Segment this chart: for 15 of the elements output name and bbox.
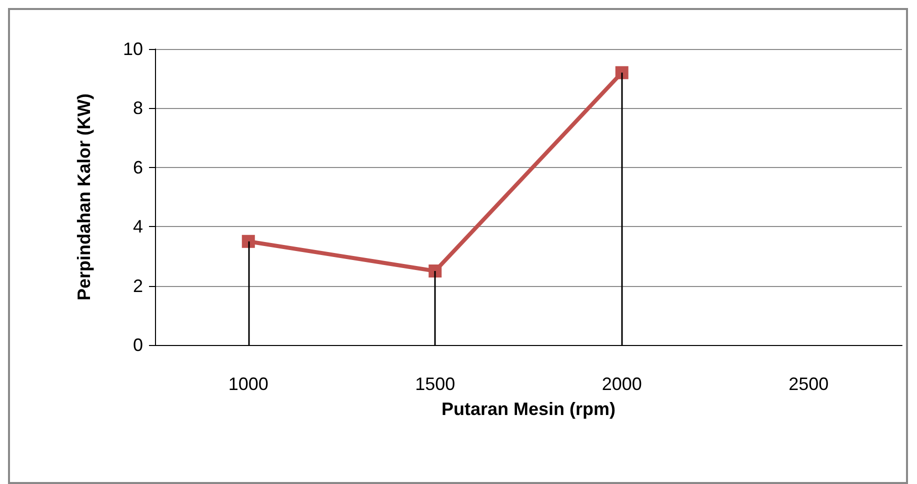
y-tick-label: 0 [132, 335, 143, 355]
x-axis-title: Putaran Mesin (rpm) [441, 399, 616, 419]
y-tick-label: 8 [132, 98, 143, 118]
point [242, 234, 255, 248]
y-tick-label: 4 [132, 216, 143, 237]
y-axis-title: Perpindahan Kalor (KW) [74, 93, 94, 301]
x-tick-label: 1500 [415, 374, 456, 394]
point [428, 264, 442, 278]
y-tick-label: 2 [132, 276, 143, 296]
y-tick-label: 6 [132, 157, 143, 178]
point [615, 66, 628, 80]
x-tick-label: 1000 [228, 374, 268, 394]
x-tick-label: 2500 [788, 374, 829, 394]
x-tick-label: 2000 [602, 374, 642, 394]
y-tick-label: 10 [122, 39, 143, 59]
